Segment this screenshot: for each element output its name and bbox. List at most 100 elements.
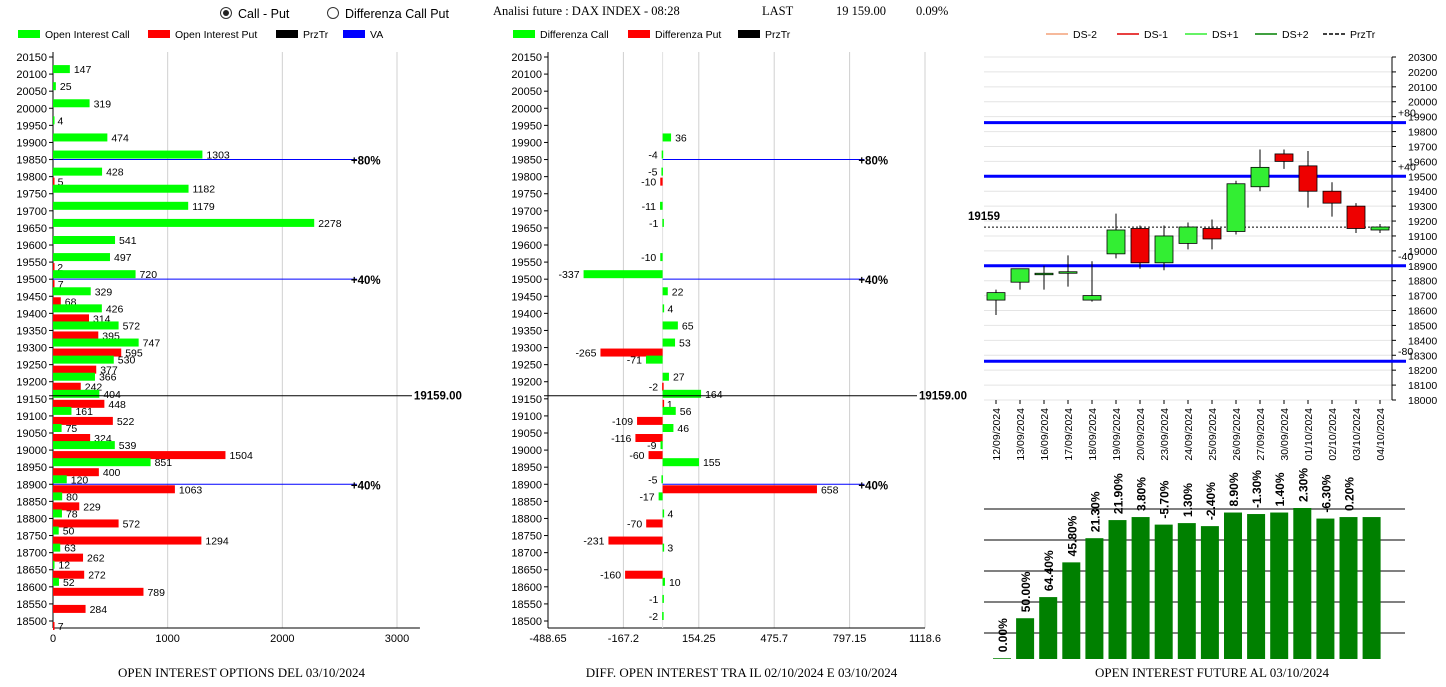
analysis-title: Analisi future : DAX INDEX - 08:28 — [493, 4, 680, 18]
y-tick-label: 20100 — [511, 69, 542, 81]
y-tick-label: 19800 — [511, 172, 542, 184]
future-bar — [1362, 517, 1381, 659]
bar-call-value: 78 — [66, 508, 78, 520]
bar-call — [661, 150, 664, 159]
y-tick-label: 18500 — [16, 616, 47, 628]
candle-body — [1034, 272, 1054, 276]
x-tick-label: -488.65 — [529, 633, 566, 645]
bar-call — [661, 167, 663, 176]
bar-call-value: 27 — [673, 372, 685, 384]
bar-put-value: 229 — [83, 501, 101, 513]
y-tick-label: 19550 — [16, 257, 47, 269]
bar-call — [662, 338, 676, 347]
bar-call — [662, 509, 665, 518]
y-tick-label: 18700 — [16, 548, 47, 560]
bar-call — [583, 270, 663, 279]
legend-swatch-1 — [628, 30, 650, 38]
last-value: 19 159.00 — [836, 4, 886, 18]
y-tick-label: 19150 — [16, 394, 47, 406]
bar-call-value: 75 — [66, 423, 78, 435]
radio-differenza[interactable]: Differenza Call Put — [327, 7, 450, 21]
y-tick-label: 19050 — [16, 428, 47, 440]
price-line-label: 19159.00 — [919, 391, 967, 403]
bar-call-value: 3 — [667, 543, 673, 555]
bar-call — [660, 201, 663, 210]
y-tick-label: 18850 — [511, 496, 542, 508]
bar-call-value: -9 — [647, 440, 656, 452]
open-interest-chart: Open Interest Call Open Interest Put PrzTr… — [16, 29, 461, 680]
candle-legend-label-4: PrzTr — [1350, 29, 1376, 41]
bar-call — [53, 236, 116, 244]
candle-y-label: 18000 — [1408, 395, 1437, 407]
y-tick-label: 19450 — [511, 291, 542, 303]
bar-put-value: 68 — [65, 296, 77, 308]
bar-put-value: 1 — [667, 399, 673, 411]
y-tick-label: 20000 — [511, 103, 542, 115]
y-tick-label: 19200 — [16, 377, 47, 389]
bar-put-value: 522 — [117, 416, 135, 428]
candle-date-label: 04/10/2024 — [1375, 408, 1387, 461]
candle-legend-label-0: DS-2 — [1073, 29, 1097, 41]
y-tick-label: 19000 — [16, 445, 47, 457]
y-tick-label: 18700 — [511, 548, 542, 560]
candle-body — [986, 292, 1006, 301]
candle-date-label: 16/09/2024 — [1039, 408, 1051, 461]
bar-call — [53, 560, 55, 569]
bar-put — [53, 622, 55, 630]
x-tick-label: 475.7 — [760, 633, 788, 645]
future-bar-label: 21.90% — [1112, 473, 1126, 514]
candle-y-label: 19500 — [1408, 171, 1437, 183]
bar-call — [53, 218, 315, 227]
bar-put — [53, 177, 55, 186]
bar-put-value: 5 — [58, 177, 64, 189]
bar-put — [53, 263, 55, 272]
last-price-label: 19159 — [968, 211, 1000, 223]
candle-body — [1082, 295, 1102, 301]
candle-y-label: 18200 — [1408, 365, 1437, 377]
bar-call-value: 161 — [75, 406, 93, 418]
bar-put-value: 448 — [108, 399, 126, 411]
va-line-label: +40% — [351, 480, 381, 492]
candle-y-label: 18300 — [1408, 350, 1437, 362]
bar-call-value: 4 — [668, 303, 674, 315]
candle-body — [1154, 235, 1174, 264]
candle-y-label: 18900 — [1408, 261, 1437, 273]
bar-call — [660, 441, 663, 450]
y-tick-label: 18600 — [511, 582, 542, 594]
va-line-label: +80% — [858, 156, 888, 168]
bar-put-value: 7 — [58, 279, 64, 291]
y-tick-label: 20050 — [16, 86, 47, 98]
y-tick-label: 18800 — [16, 513, 47, 525]
bar-call-value: 65 — [682, 320, 694, 332]
y-tick-label: 19700 — [16, 206, 47, 218]
bar-call — [662, 321, 678, 330]
y-tick-label: 18600 — [16, 582, 47, 594]
bar-call-value: 4 — [57, 115, 63, 127]
y-tick-label: 19150 — [511, 394, 542, 406]
candle-body — [1202, 228, 1222, 240]
x-tick-label: 1000 — [155, 633, 179, 645]
bar-call — [53, 253, 110, 262]
bar-call-value: 1179 — [192, 201, 215, 213]
bar-call — [53, 167, 103, 176]
bar-put — [662, 485, 817, 494]
bar-put-value: 262 — [87, 553, 105, 565]
legend-swatch-2 — [276, 30, 298, 38]
bar-call — [662, 577, 665, 586]
candle-y-label: 18500 — [1408, 320, 1437, 332]
bar-put-value: 272 — [88, 570, 106, 582]
candle-date-label: 03/10/2024 — [1351, 408, 1363, 461]
y-tick-label: 19800 — [16, 172, 47, 184]
future-bar-label: 45.80% — [1065, 515, 1079, 556]
va-line-label: +40% — [858, 480, 888, 492]
bar-put-value: 572 — [123, 518, 141, 530]
future-bar — [1200, 526, 1219, 659]
bar-call — [53, 82, 56, 91]
bar-put-value: -109 — [612, 416, 633, 428]
radio-call-put[interactable]: Call - Put — [220, 7, 290, 21]
y-tick-label: 19500 — [511, 274, 542, 286]
bar-call-value: 319 — [94, 98, 112, 110]
candle-body — [1226, 183, 1246, 232]
bar-put-value: -10 — [641, 177, 656, 189]
